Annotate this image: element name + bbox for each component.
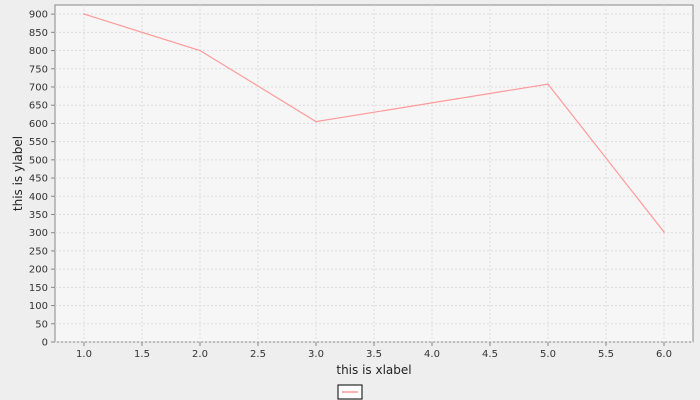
legend <box>337 384 363 400</box>
y-tick-label: 800 <box>29 46 48 57</box>
x-tick-label: 4.0 <box>424 349 440 360</box>
x-tick-label: 3.0 <box>308 349 324 360</box>
x-tick-label: 1.5 <box>134 349 150 360</box>
y-tick-label: 0 <box>42 338 48 349</box>
y-axis-label: this is ylabel <box>11 136 25 211</box>
data-point <box>547 83 549 85</box>
tick-labels: 1.0 1.5 2.0 2.5 3.0 3.5 4.0 4.5 5.0 5.5 6.0 0 50 100 1… <box>29 10 672 360</box>
y-tick-label: 150 <box>29 283 48 294</box>
x-tick-label: 2.0 <box>192 349 208 360</box>
y-tick-label: 50 <box>35 319 48 330</box>
x-tick-label: 5.5 <box>598 349 614 360</box>
y-tick-label: 850 <box>29 28 48 39</box>
x-tick-label: 2.5 <box>250 349 266 360</box>
series-layer <box>83 13 665 233</box>
grid-lines <box>55 5 693 343</box>
x-tick-label: 6.0 <box>656 349 672 360</box>
y-tick-label: 250 <box>29 246 48 257</box>
y-tick-label: 600 <box>29 119 48 130</box>
y-tick-label: 350 <box>29 210 48 221</box>
data-point <box>83 13 85 15</box>
data-point <box>199 49 201 52</box>
x-tick-label: 1.0 <box>76 349 92 360</box>
y-tick-label: 900 <box>29 10 48 21</box>
data-point <box>663 231 665 233</box>
y-tick-label: 100 <box>29 301 48 312</box>
y-tick-label: 450 <box>29 174 48 185</box>
y-tick-label: 500 <box>29 155 48 166</box>
x-axis-label: this is xlabel <box>336 363 411 377</box>
y-tick-label: 200 <box>29 265 48 276</box>
y-tick-label: 700 <box>29 82 48 93</box>
x-tick-label: 3.5 <box>366 349 382 360</box>
y-tick-label: 300 <box>29 228 48 239</box>
y-tick-label: 400 <box>29 192 48 203</box>
data-point <box>315 120 317 123</box>
x-tick-label: 4.5 <box>482 349 498 360</box>
axes <box>51 13 665 346</box>
y-tick-label: 650 <box>29 101 48 112</box>
y-tick-label: 750 <box>29 64 48 75</box>
y-tick-label: 550 <box>29 137 48 148</box>
x-tick-label: 5.0 <box>540 349 556 360</box>
